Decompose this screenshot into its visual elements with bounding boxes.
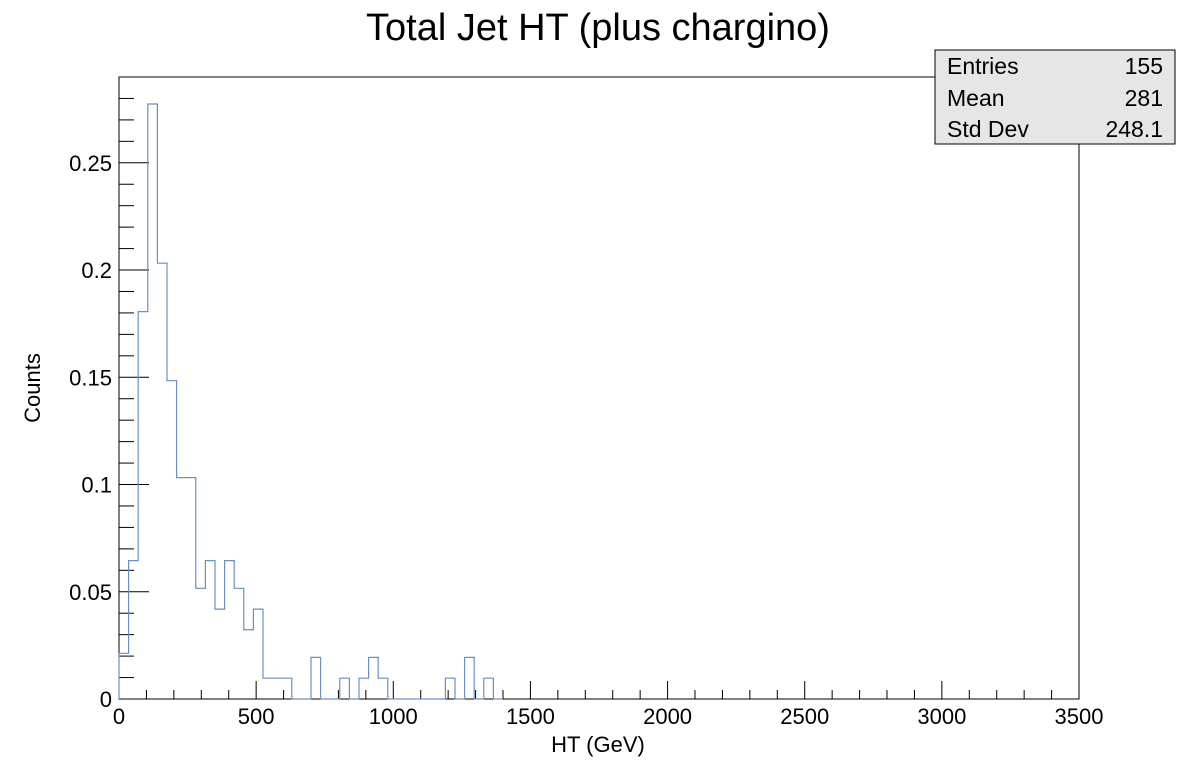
histogram-series: [118, 103, 503, 700]
x-tick-label: 500: [238, 704, 275, 729]
x-axis: 0 500 1000 1500 2000 2500 3000 3500: [113, 681, 1104, 729]
x-tick-label: 3500: [1055, 704, 1104, 729]
plot-frame: [118, 76, 1080, 700]
stats-box: Entries 155 Mean 281 Std Dev 248.1: [934, 49, 1176, 145]
y-axis-label: Counts: [20, 353, 45, 423]
y-axis: 0 0.05 0.1 0.15 0.2 0.25: [69, 76, 149, 712]
y-tick-label: 0.25: [69, 151, 112, 176]
stats-label-mean: Mean: [947, 85, 1005, 111]
x-axis-label: HT (GeV): [551, 732, 645, 757]
stats-label-std-dev: Std Dev: [947, 116, 1029, 142]
chart-title: Total Jet HT (plus chargino): [366, 7, 830, 49]
stats-box-background: [934, 49, 1176, 145]
x-tick-label: 3000: [917, 704, 966, 729]
stats-label-entries: Entries: [947, 53, 1019, 79]
y-tick-label: 0.15: [69, 365, 112, 390]
stats-value-mean: 281: [1125, 85, 1163, 111]
y-tick-label: 0.1: [81, 473, 112, 498]
x-tick-label: 2000: [643, 704, 692, 729]
stats-value-entries: 155: [1125, 53, 1163, 79]
y-tick-label: 0.2: [81, 258, 112, 283]
y-tick-label: 0.05: [69, 580, 112, 605]
x-tick-label: 1500: [506, 704, 555, 729]
x-tick-label: 1000: [369, 704, 418, 729]
x-tick-label: 0: [113, 704, 125, 729]
stats-value-std-dev: 248.1: [1105, 116, 1163, 142]
x-tick-label: 2500: [780, 704, 829, 729]
y-tick-label: 0: [100, 687, 112, 712]
